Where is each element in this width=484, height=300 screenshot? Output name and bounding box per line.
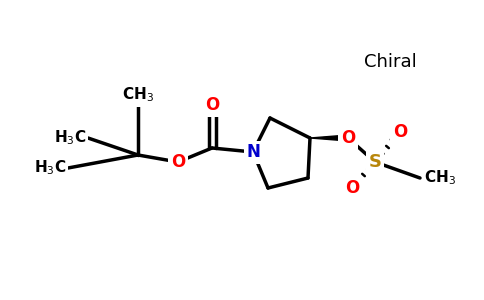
Text: O: O	[171, 153, 185, 171]
Polygon shape	[310, 135, 348, 141]
Text: H$_3$C: H$_3$C	[34, 159, 66, 177]
Text: O: O	[205, 96, 219, 114]
Text: N: N	[246, 143, 260, 161]
Text: O: O	[345, 179, 359, 197]
Text: CH$_3$: CH$_3$	[424, 169, 456, 187]
Text: O: O	[393, 123, 407, 141]
Text: Chiral: Chiral	[363, 53, 416, 71]
Text: CH$_3$: CH$_3$	[122, 86, 154, 104]
Text: S: S	[368, 153, 381, 171]
Text: O: O	[341, 129, 355, 147]
Text: H$_3$C: H$_3$C	[54, 129, 86, 147]
